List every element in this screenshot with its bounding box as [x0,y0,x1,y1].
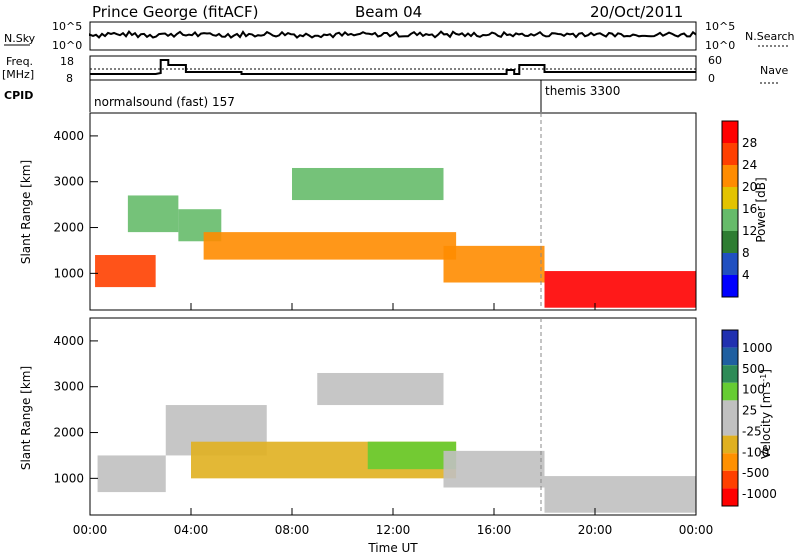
colorbar-swatch [722,488,738,506]
colorbar-swatch [722,400,738,418]
station-title: Prince George (fitACF) [92,3,258,21]
velocity-colorbar-label-text: Velocity [m s [759,382,773,459]
scatter-band-3 [367,441,457,470]
nsky-series [89,29,697,39]
colorbar-tick-label: 12 [742,224,757,238]
freq-label: Freq. [6,55,33,68]
nave-right-tick-bottom: 0 [708,72,715,85]
colorbar-tick-label: 100 [742,383,765,397]
colorbar-swatch [722,187,738,209]
nave-label: Nave [760,64,788,77]
nsky-right-tick-top: 10^5 [705,20,735,33]
cpid-label: CPID [4,89,33,102]
velocity-colorbar-label-exponent: -1 [759,374,768,382]
colorbar-tick-label: 16 [742,202,757,216]
scatter-band-6 [544,476,696,513]
x-tick-label: 00:00 [679,523,714,537]
colorbar-swatch [722,365,738,383]
colorbar-swatch [722,330,738,348]
colorbar-frame [721,120,739,298]
power-y-axis-label: Slant Range [km] [19,160,33,264]
colorbar-tick-label: -100 [742,445,769,459]
colorbar-tick-label: 500 [742,362,765,376]
colorbar-swatch [722,418,738,436]
colorbar-swatch [722,143,738,165]
colorbar-swatch [722,347,738,366]
freq-left-tick-top: 18 [60,55,74,68]
colorbar-swatch [722,253,738,275]
x-tick-label: 04:00 [174,523,209,537]
colorbar-tick-label: -1000 [742,487,777,501]
y-tick-label: 4000 [53,334,84,348]
nsearch-label: N.Search [745,30,795,43]
nsky-left-tick-bottom: 10^0 [52,39,82,52]
y-tick-label: 1000 [53,471,84,485]
y-tick-label: 3000 [53,175,84,189]
velocity-colorbar-label: Velocity [m s-1] [759,369,774,459]
power-colorbar-label: Power [dB] [754,177,768,242]
y-tick-label: 1000 [53,266,84,280]
velocity-y-axis-label: Slant Range [km] [19,366,33,470]
x-tick-label: 20:00 [578,523,613,537]
scatter-band-5 [443,450,545,488]
beam-label: Beam 04 [355,3,422,21]
power-data-layer [95,167,696,308]
y-tick-label: 2000 [53,221,84,235]
velocity-colorbar-label-close: ] [759,369,773,374]
x-tick-label: 00:00 [73,523,108,537]
y-tick-label: 3000 [53,380,84,394]
freq-panel [89,55,697,81]
velocity-data-layer [97,372,696,513]
colorbar-tick-label: 1000 [742,341,773,355]
y-tick-label: 4000 [53,129,84,143]
colorbar-tick-label: -500 [742,466,769,480]
scatter-band-3 [203,232,457,260]
power-colorbar: 4 8 12 16 20 24 28 [721,120,757,298]
scatter-band-4 [317,372,444,406]
colorbar-swatch [722,275,738,297]
y-tick-label: 2000 [53,426,84,440]
colorbar-tick-label: 25 [742,404,757,418]
scatter-band-0 [95,255,156,288]
cpid-first: normalsound (fast) 157 [94,95,235,109]
x-tick-label: 12:00 [376,523,411,537]
date-label: 20/Oct/2011 [590,3,683,21]
x-tick-label: 16:00 [477,523,512,537]
colorbar-swatch [722,209,738,231]
x-tick-label: 08:00 [275,523,310,537]
colorbar-frame [721,329,739,507]
freq-unit-label: [MHz] [2,68,34,81]
colorbar-tick-label: 20 [742,180,757,194]
colorbar-swatch [722,453,738,471]
colorbar-tick-label: 24 [742,158,757,172]
scatter-band-4 [292,167,444,201]
colorbar-swatch [722,121,738,143]
colorbar-swatch [722,231,738,253]
nsky-left-tick-top: 10^5 [52,20,82,33]
velocity-y-axis: 1000 2000 3000 4000 [53,334,98,485]
velocity-colorbar: 1000 500 100 25 -25 -100 -500 -1000 [721,329,777,507]
scatter-band-0 [97,455,166,493]
x-axis: 00:00 04:00 08:00 12:00 16:00 20:00 00:00 [73,303,714,537]
power-y-axis: 1000 2000 3000 4000 [53,129,98,280]
colorbar-tick-label: -25 [742,424,762,438]
freq-left-tick-bottom: 8 [66,72,73,85]
scatter-band-1 [127,195,179,233]
scatter-band-5 [443,245,545,283]
colorbar-tick-label: 28 [742,136,757,150]
colorbar-swatch [722,165,738,187]
nsky-label: N.Sky [4,32,36,45]
colorbar-swatch [722,382,738,401]
colorbar-swatch [722,435,738,454]
cpid-second: themis 3300 [545,84,620,98]
freq-series [90,59,696,75]
colorbar-tick-label: 8 [742,246,750,260]
colorbar-tick-label: 4 [742,268,750,282]
nave-right-tick-top: 60 [708,54,722,67]
x-axis-label: Time UT [367,541,418,554]
scatter-band-6 [544,271,696,308]
colorbar-swatch [722,470,738,489]
nsky-right-tick-bottom: 10^0 [705,39,735,52]
